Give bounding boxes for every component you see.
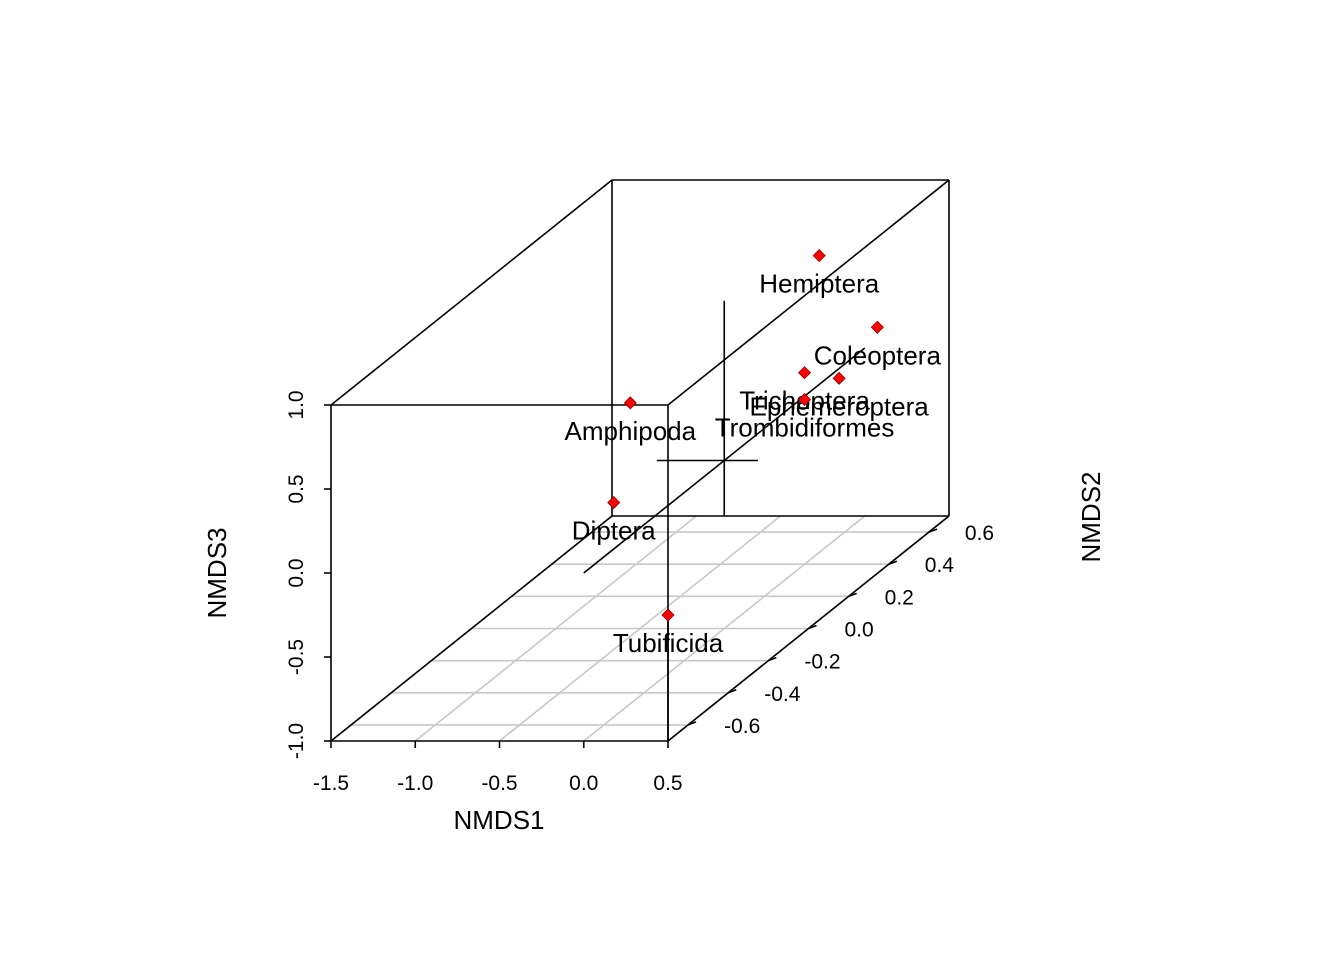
z-axis-title: NMDS3: [202, 527, 232, 618]
y-tick: [808, 624, 817, 630]
data-point: [607, 496, 621, 510]
origin-crosshair: [583, 300, 866, 574]
point-label: Ephemeroptera: [750, 391, 930, 421]
y-tick: [848, 592, 857, 598]
point-label: Coleoptera: [814, 340, 942, 370]
axis-ticks: -1.5 -1.0 -0.5 0.0 0.5-0.6-0.4-0.20.00.20.40…: [285, 390, 994, 795]
y-axis-title: NMDS2: [1076, 471, 1106, 562]
box-edge: [330, 179, 613, 406]
y-tick-label: -0.6: [724, 715, 760, 738]
data-point: [623, 396, 637, 410]
y-tick-label: 0.2: [885, 586, 914, 609]
y-tick: [727, 689, 737, 694]
z-tick-label: 1.0: [285, 390, 308, 419]
data-point: [797, 393, 812, 407]
z-tick-label: 0.0: [285, 558, 308, 587]
x-tick-label: 0.0: [569, 772, 598, 795]
x-tick-label: -0.5: [481, 772, 517, 795]
data-point: [797, 366, 812, 380]
point-label: Tubificida: [613, 628, 724, 658]
y-tick: [928, 528, 938, 533]
data-point: [832, 371, 846, 385]
data-point: [661, 608, 675, 622]
data-points: HemipteraColeopteraTrichopteraEphemeropt…: [565, 249, 942, 741]
y-tick-label: -0.4: [764, 683, 801, 706]
y-tick-label: 0.0: [845, 619, 874, 642]
point-label: Diptera: [572, 516, 656, 546]
point-label: Amphipoda: [565, 416, 697, 446]
x-tick-label: -1.0: [397, 772, 433, 795]
z-tick-label: -1.0: [285, 723, 308, 759]
y-tick-label: -0.2: [804, 651, 840, 674]
x-axis-title: NMDS1: [453, 805, 544, 835]
x-tick-label: 0.5: [653, 772, 682, 795]
y-tick: [888, 560, 898, 565]
data-point: [870, 320, 884, 334]
point-label: Trombidiformes: [715, 413, 895, 443]
y-tick: [687, 721, 697, 726]
y-tick-label: 0.4: [925, 554, 955, 577]
data-point: [812, 249, 826, 263]
x-tick-label: -1.5: [313, 772, 349, 795]
z-tick-label: 0.5: [285, 474, 308, 503]
y-tick-label: 0.6: [965, 522, 994, 545]
box-edge: [330, 515, 613, 742]
z-tick-label: -0.5: [285, 639, 308, 675]
y-tick: [768, 656, 777, 662]
point-label: Hemiptera: [759, 269, 879, 299]
box-edge: [667, 179, 950, 406]
